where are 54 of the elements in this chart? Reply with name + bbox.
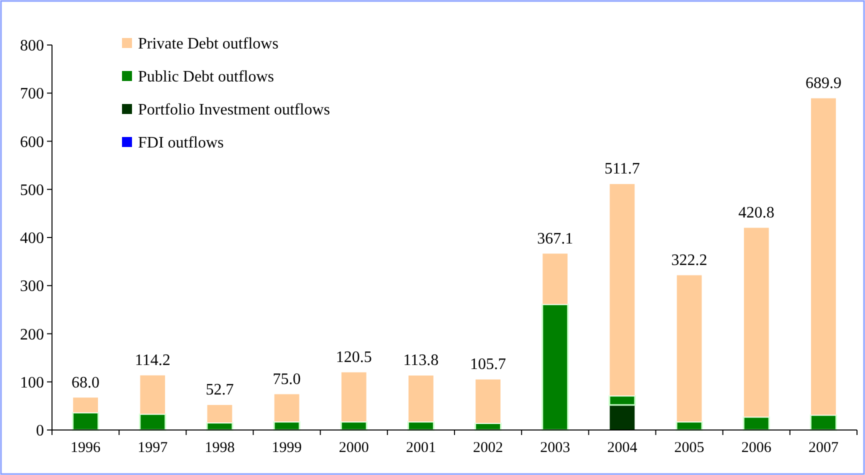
total-label: 68.0 bbox=[72, 374, 100, 392]
bar bbox=[206, 404, 233, 424]
bar bbox=[474, 378, 502, 424]
legend-label: Public Debt outflows bbox=[138, 68, 274, 86]
y-tick-label: 500 bbox=[20, 182, 44, 199]
x-tick-label: 2006 bbox=[741, 440, 772, 456]
bar bbox=[408, 374, 434, 422]
total-label: 511.7 bbox=[604, 160, 640, 178]
y-tick-label: 600 bbox=[20, 134, 44, 151]
bar bbox=[340, 372, 367, 422]
y-tick-label: 400 bbox=[20, 230, 44, 248]
x-tick-label: 1999 bbox=[272, 440, 302, 456]
total-label: 114.2 bbox=[134, 352, 170, 370]
x-tick-label: 1998 bbox=[204, 440, 235, 456]
bar bbox=[609, 404, 636, 430]
x-tick-label: 1996 bbox=[70, 440, 102, 456]
bar bbox=[72, 412, 100, 431]
bar bbox=[810, 98, 837, 416]
x-tick-label: 2005 bbox=[674, 440, 704, 456]
bar bbox=[72, 396, 99, 413]
total-label: 52.7 bbox=[206, 382, 234, 399]
x-tick-label: 2001 bbox=[406, 440, 436, 456]
bar bbox=[743, 227, 770, 418]
x-tick-label: 1997 bbox=[138, 440, 168, 456]
total-label: 322.2 bbox=[671, 252, 708, 269]
total-label: 113.8 bbox=[403, 352, 439, 370]
total-label: 75.0 bbox=[272, 370, 301, 388]
total-label: 689.9 bbox=[805, 74, 842, 92]
total-label: 120.5 bbox=[336, 349, 372, 366]
bar bbox=[274, 394, 300, 422]
bar bbox=[609, 183, 636, 396]
x-tick-label: 2000 bbox=[338, 440, 369, 456]
bar bbox=[608, 395, 636, 406]
bar bbox=[542, 253, 568, 305]
x-tick-label: 2004 bbox=[607, 440, 638, 456]
legend-label: Private Debt outflows bbox=[138, 36, 278, 53]
y-tick-label: 800 bbox=[20, 38, 44, 55]
bar bbox=[676, 274, 702, 422]
total-label: 105.7 bbox=[470, 356, 506, 374]
x-tick-label: 2007 bbox=[808, 440, 839, 456]
y-tick-label: 100 bbox=[20, 374, 44, 392]
x-tick-label: 2003 bbox=[540, 440, 570, 456]
legend-label: FDI outflows bbox=[138, 134, 224, 152]
legend-label: Portfolio Investment outflows bbox=[138, 102, 330, 119]
bar bbox=[139, 413, 166, 431]
x-tick-label: 2002 bbox=[473, 440, 504, 456]
y-tick-label: 0 bbox=[36, 422, 44, 440]
y-tick-label: 200 bbox=[20, 326, 44, 344]
y-tick-label: 700 bbox=[20, 86, 44, 103]
bar bbox=[140, 374, 166, 414]
total-label: 420.8 bbox=[738, 204, 774, 222]
total-label: 367.1 bbox=[537, 230, 574, 248]
bar bbox=[542, 304, 569, 431]
y-tick-label: 300 bbox=[20, 278, 44, 296]
